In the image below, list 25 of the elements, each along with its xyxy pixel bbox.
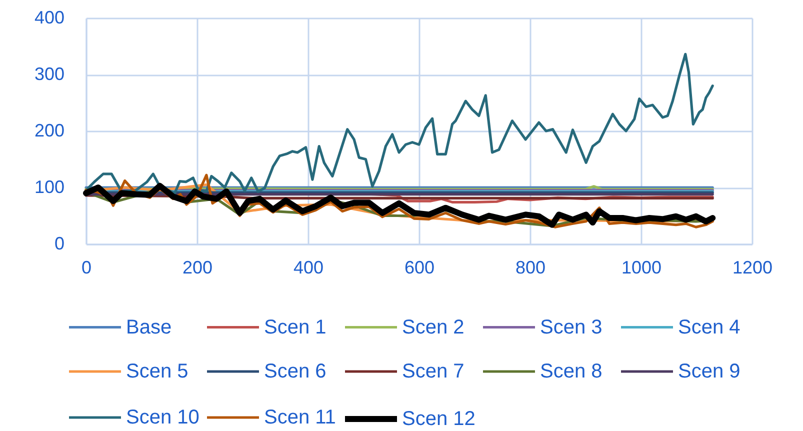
legend-label: Scen 4	[678, 316, 740, 338]
legend-label: Scen 8	[540, 360, 602, 382]
legend-label: Scen 10	[126, 406, 200, 428]
y-tick-label: 0	[54, 234, 64, 254]
legend-label: Base	[126, 316, 172, 338]
y-tick-label: 300	[34, 64, 64, 84]
legend-label: Scen 5	[126, 360, 188, 382]
legend-label: Scen 7	[402, 360, 464, 382]
y-tick-label: 100	[34, 177, 64, 197]
x-tick-label: 600	[404, 258, 435, 278]
x-tick-label: 0	[81, 258, 92, 278]
legend-label: Scen 9	[678, 360, 740, 382]
legend-label: Scen 2	[402, 316, 464, 338]
x-tick-label: 200	[182, 258, 213, 278]
x-tick-label: 400	[293, 258, 324, 278]
legend-label: Scen 12	[402, 408, 476, 430]
y-tick-label: 400	[34, 8, 64, 28]
x-tick-label: 800	[515, 258, 546, 278]
y-tick-label: 200	[34, 120, 64, 140]
legend-label: Scen 1	[264, 316, 326, 338]
x-tick-label: 1000	[621, 258, 662, 278]
legend-label: Scen 11	[264, 406, 336, 428]
x-tick-label: 1200	[732, 258, 773, 278]
legend-label: Scen 6	[264, 360, 326, 382]
legend-label: Scen 3	[540, 316, 602, 338]
